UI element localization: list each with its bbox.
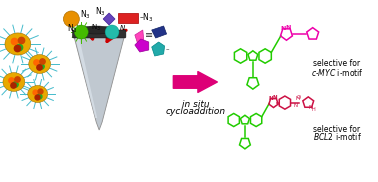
Polygon shape xyxy=(103,13,115,25)
Ellipse shape xyxy=(5,33,31,55)
Text: N$_3$: N$_3$ xyxy=(95,6,106,18)
Circle shape xyxy=(64,11,79,27)
Text: N: N xyxy=(293,103,297,108)
Text: N: N xyxy=(286,25,291,29)
Text: N: N xyxy=(120,25,125,31)
Text: $\it{c}$-$\it{MYC}$ i-motif: $\it{c}$-$\it{MYC}$ i-motif xyxy=(311,66,364,78)
Text: $\it{BCL2}$ i-motif: $\it{BCL2}$ i-motif xyxy=(313,132,362,143)
Text: N: N xyxy=(280,26,286,31)
Polygon shape xyxy=(152,26,167,38)
Polygon shape xyxy=(135,30,144,44)
Text: N: N xyxy=(269,96,273,101)
Circle shape xyxy=(74,25,88,39)
FancyBboxPatch shape xyxy=(72,30,126,38)
Text: –N$_3$: –N$_3$ xyxy=(139,12,153,24)
Polygon shape xyxy=(152,42,164,56)
Text: N: N xyxy=(272,95,277,100)
Text: in situ: in situ xyxy=(181,100,209,109)
Text: H: H xyxy=(295,96,299,101)
Ellipse shape xyxy=(77,26,116,34)
FancyArrowPatch shape xyxy=(174,72,217,92)
Circle shape xyxy=(105,25,119,39)
Text: N$_3$: N$_3$ xyxy=(80,9,91,21)
Polygon shape xyxy=(135,39,149,52)
Ellipse shape xyxy=(28,86,48,102)
Text: ≡: ≡ xyxy=(145,30,153,40)
Text: selective for: selective for xyxy=(313,60,361,68)
Ellipse shape xyxy=(3,73,25,91)
Text: N: N xyxy=(308,105,312,110)
Text: N$_3$: N$_3$ xyxy=(67,23,78,35)
Polygon shape xyxy=(73,34,125,130)
Text: H: H xyxy=(311,107,315,112)
Text: N$_3$: N$_3$ xyxy=(91,23,101,33)
FancyBboxPatch shape xyxy=(118,13,138,23)
Ellipse shape xyxy=(29,55,51,73)
Text: selective for: selective for xyxy=(313,124,361,134)
Text: –: – xyxy=(166,46,169,52)
Polygon shape xyxy=(74,34,97,118)
Text: O: O xyxy=(297,95,302,100)
Text: cycloaddition: cycloaddition xyxy=(165,107,225,116)
